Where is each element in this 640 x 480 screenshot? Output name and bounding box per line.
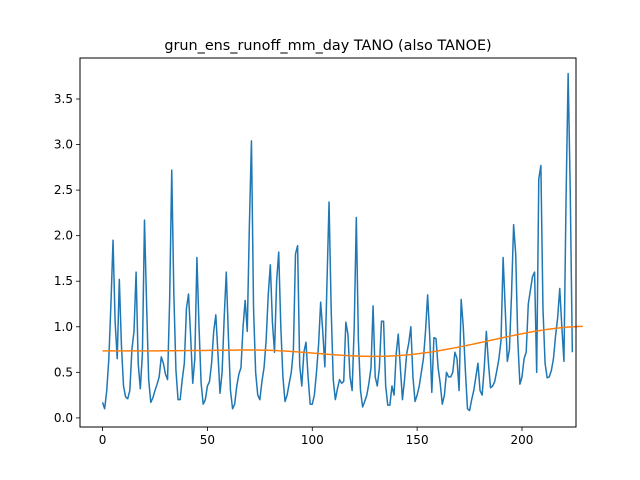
- x-tick-label: 0: [99, 433, 107, 447]
- x-axis: 0 50 100 150 200: [99, 427, 534, 447]
- y-tick-label: 3.5: [54, 92, 73, 106]
- y-tick-label: 1.5: [54, 274, 73, 288]
- plot-area: [101, 72, 583, 412]
- axes-frame: [79, 57, 577, 428]
- series-line-1: [101, 72, 574, 412]
- y-tick-label: 2.0: [54, 229, 73, 243]
- x-tick-label: 50: [200, 433, 215, 447]
- x-tick-label: 150: [406, 433, 429, 447]
- y-tick-label: 1.0: [54, 320, 73, 334]
- chart-title: grun_ens_runoff_mm_day TANO (also TANOE): [164, 38, 491, 54]
- y-tick-label: 0.5: [54, 365, 73, 379]
- series-line-2: [102, 325, 583, 358]
- x-tick-label: 200: [511, 433, 534, 447]
- y-axis: 0.0 0.5 1.0 1.5 2.0 2.5 3.0 3.5: [54, 92, 80, 425]
- x-tick-label: 100: [301, 433, 324, 447]
- y-tick-label: 0.0: [54, 411, 73, 425]
- y-tick-label: 3.0: [54, 138, 73, 152]
- y-tick-label: 2.5: [54, 183, 73, 197]
